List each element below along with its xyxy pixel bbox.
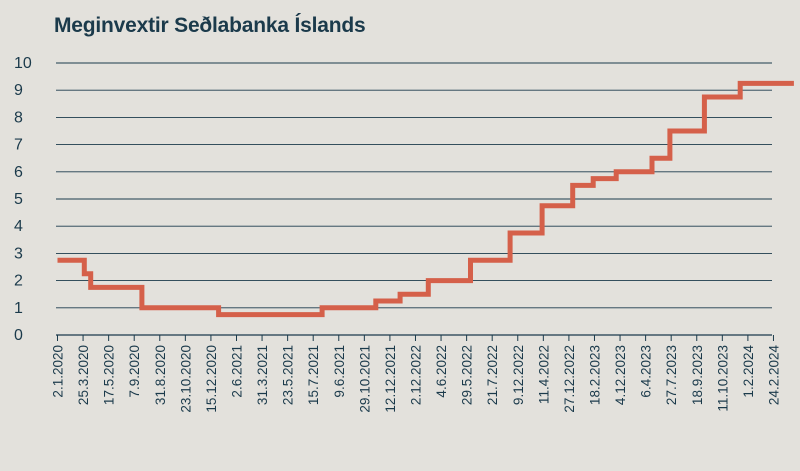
x-tick-label: 29.5.2022 bbox=[460, 345, 475, 405]
x-tick-label: 2.6.2021 bbox=[229, 345, 244, 398]
x-tick-label: 25.3.2020 bbox=[76, 345, 91, 405]
series-layer bbox=[57, 80, 794, 318]
y-tick-label: 9 bbox=[14, 82, 23, 99]
series-line bbox=[57, 80, 794, 318]
x-tick-label: 18.9.2023 bbox=[690, 345, 705, 405]
x-tick-label: 17.5.2020 bbox=[102, 345, 117, 405]
chart-title: Meginvextir Seðlabanka Íslands bbox=[54, 14, 366, 37]
x-tick-label: 24.2.2024 bbox=[766, 345, 781, 406]
y-tick-label: 10 bbox=[14, 55, 32, 72]
x-tick-label: 2.12.2022 bbox=[408, 345, 423, 405]
x-tick-label: 21.7.2022 bbox=[485, 345, 500, 405]
x-tick-label: 29.10.2021 bbox=[357, 345, 372, 413]
x-tick-label: 15.12.2020 bbox=[204, 345, 219, 413]
y-tick-label: 0 bbox=[14, 327, 23, 344]
y-tick-label: 7 bbox=[14, 137, 23, 154]
x-tick-label: 2.1.2020 bbox=[51, 345, 66, 398]
x-tick-label: 18.2.2023 bbox=[587, 345, 602, 405]
x-tick-label: 31.3.2021 bbox=[255, 345, 270, 405]
x-tick-label: 12.12.2021 bbox=[383, 345, 398, 413]
y-tick-label: 1 bbox=[14, 300, 23, 317]
x-tick-label: 7.9.2020 bbox=[127, 345, 142, 398]
y-tick-label: 3 bbox=[14, 245, 23, 262]
x-tick-label: 15.7.2021 bbox=[306, 345, 321, 405]
y-axis: 0 1 2 3 4 5 6 7 8 9 10 bbox=[14, 55, 32, 344]
x-tick-label: 11.4.2022 bbox=[536, 345, 551, 404]
y-tick-label: 5 bbox=[14, 191, 23, 208]
y-tick-label: 2 bbox=[14, 273, 23, 290]
x-tick-label: 9.6.2021 bbox=[332, 345, 347, 398]
x-tick-label: 23.5.2021 bbox=[281, 345, 296, 405]
x-tick-label: 11.10.2023 bbox=[715, 345, 730, 412]
x-tick-label: 4.12.2023 bbox=[613, 345, 628, 405]
y-tick-label: 6 bbox=[14, 164, 23, 181]
x-tick-label: 27.7.2023 bbox=[664, 345, 679, 405]
x-tick-label: 23.10.2020 bbox=[178, 345, 193, 413]
x-tick-label: 6.4.2023 bbox=[639, 345, 654, 398]
x-tick-label: 9.12.2022 bbox=[511, 345, 526, 405]
x-tick-label: 1.2.2024 bbox=[741, 345, 756, 398]
y-tick-label: 4 bbox=[14, 218, 23, 235]
y-tick-label: 8 bbox=[14, 109, 23, 126]
x-tick-label: 4.6.2022 bbox=[434, 345, 449, 398]
x-tick-label: 27.12.2022 bbox=[562, 345, 577, 413]
x-tick-label: 31.8.2020 bbox=[153, 345, 168, 405]
x-axis: 2.1.2020 25.3.2020 17.5.2020 7.9.2020 31.8.2… bbox=[51, 335, 781, 413]
